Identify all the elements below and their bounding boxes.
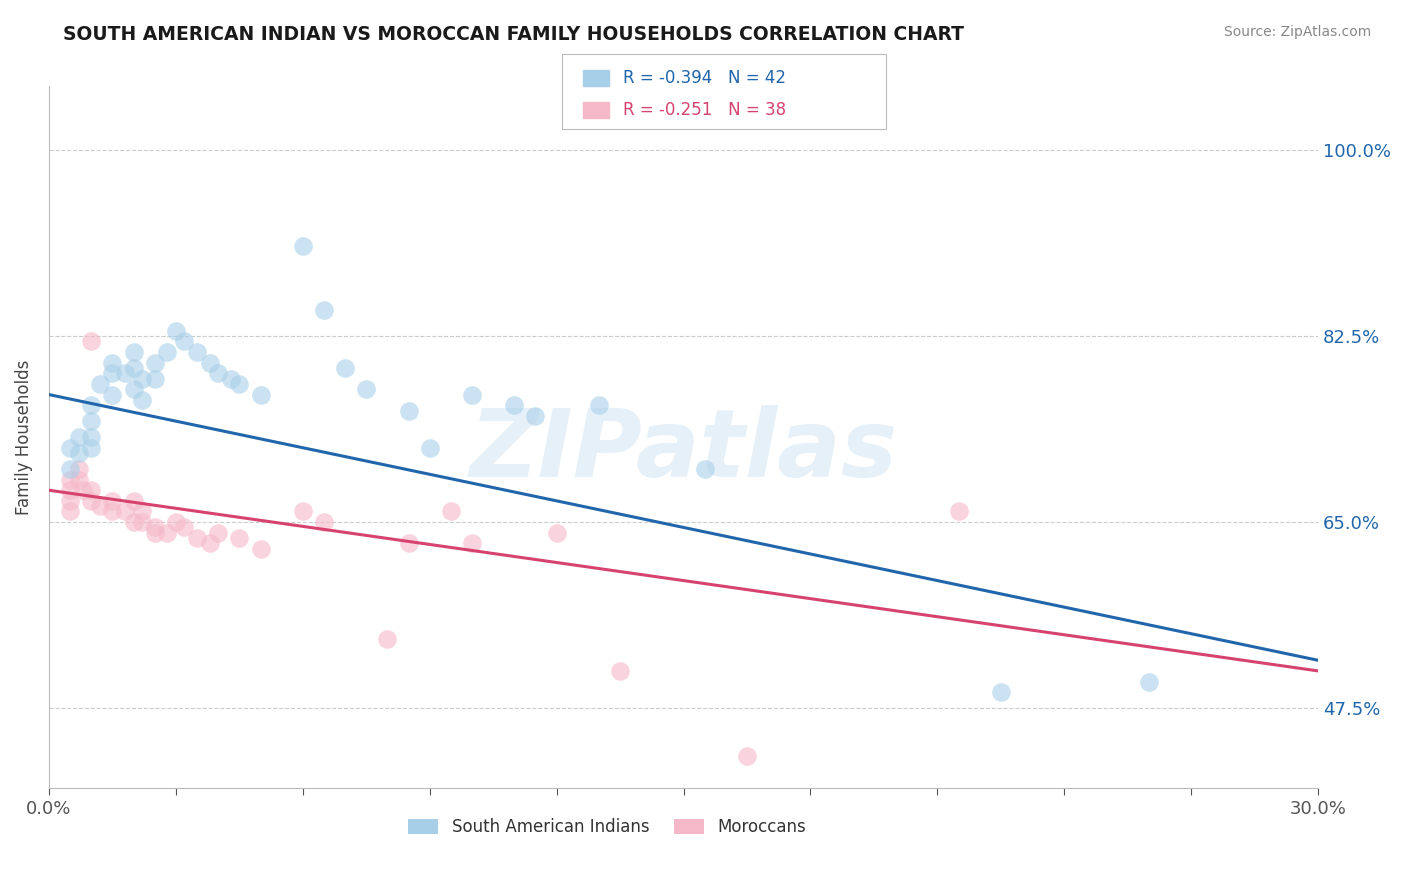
Point [219, 371, 242, 385]
Point [198, 356, 221, 370]
Point [503, 398, 526, 412]
Point [419, 441, 441, 455]
Point [59, 504, 82, 518]
Point [80, 414, 103, 428]
Point [198, 536, 221, 550]
Point [114, 504, 136, 518]
Point [156, 525, 179, 540]
Point [80, 483, 103, 498]
Point [80, 334, 103, 349]
Point [461, 536, 484, 550]
Point [101, 387, 124, 401]
Point [461, 387, 484, 401]
Point [143, 520, 166, 534]
Point [59, 494, 82, 508]
Point [131, 371, 153, 385]
Y-axis label: Family Households: Family Households [15, 359, 32, 515]
Point [122, 494, 145, 508]
Point [114, 367, 136, 381]
Point [122, 345, 145, 359]
Point [207, 367, 229, 381]
Point [59, 483, 82, 498]
Point [101, 356, 124, 370]
Point [131, 515, 153, 529]
Point [1137, 674, 1160, 689]
Point [80, 494, 103, 508]
Point [122, 382, 145, 396]
Point [398, 536, 420, 550]
Point [440, 504, 463, 518]
Legend: South American Indians, Moroccans: South American Indians, Moroccans [402, 812, 813, 843]
Point [377, 632, 399, 646]
Point [291, 239, 314, 253]
Point [228, 376, 250, 391]
Point [249, 541, 271, 556]
Point [165, 324, 187, 338]
Point [131, 504, 153, 518]
Point [72, 483, 94, 498]
Point [80, 398, 103, 412]
Text: R = -0.394   N = 42: R = -0.394 N = 42 [623, 69, 786, 87]
Point [173, 334, 195, 349]
Point [59, 473, 82, 487]
Point [588, 398, 610, 412]
Point [156, 345, 179, 359]
Point [165, 515, 187, 529]
Point [131, 392, 153, 407]
Point [67, 430, 90, 444]
Point [143, 371, 166, 385]
Point [59, 462, 82, 476]
Point [101, 494, 124, 508]
Point [398, 403, 420, 417]
Point [948, 504, 970, 518]
Point [693, 462, 716, 476]
Point [143, 525, 166, 540]
Point [291, 504, 314, 518]
Point [249, 387, 271, 401]
Point [122, 515, 145, 529]
Point [735, 748, 758, 763]
Point [67, 446, 90, 460]
Point [228, 531, 250, 545]
Point [312, 515, 335, 529]
Point [312, 302, 335, 317]
Point [122, 361, 145, 376]
Point [207, 525, 229, 540]
Point [546, 525, 568, 540]
Point [67, 473, 90, 487]
Point [89, 376, 111, 391]
Point [356, 382, 378, 396]
Point [524, 409, 547, 423]
Point [173, 520, 195, 534]
Point [143, 356, 166, 370]
Point [80, 441, 103, 455]
Text: Source: ZipAtlas.com: Source: ZipAtlas.com [1223, 25, 1371, 39]
Point [333, 361, 356, 376]
Point [609, 664, 631, 678]
Point [186, 345, 208, 359]
Point [186, 531, 208, 545]
Point [80, 430, 103, 444]
Text: R = -0.251   N = 38: R = -0.251 N = 38 [623, 101, 786, 119]
Point [89, 499, 111, 513]
Point [101, 367, 124, 381]
Point [990, 685, 1012, 699]
Point [67, 462, 90, 476]
Point [59, 441, 82, 455]
Point [101, 504, 124, 518]
Text: SOUTH AMERICAN INDIAN VS MOROCCAN FAMILY HOUSEHOLDS CORRELATION CHART: SOUTH AMERICAN INDIAN VS MOROCCAN FAMILY… [63, 25, 965, 44]
Text: ZIPatlas: ZIPatlas [470, 405, 897, 497]
